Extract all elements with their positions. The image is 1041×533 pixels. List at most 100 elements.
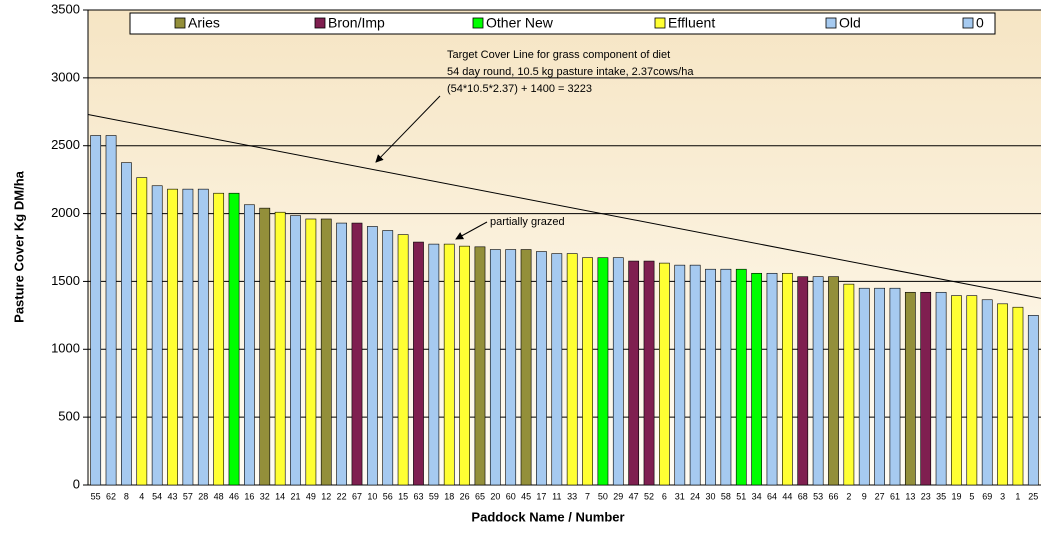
x-tick-label: 16 [244, 491, 254, 501]
bar [228, 192, 240, 486]
x-tick-label: 26 [460, 491, 470, 501]
bar [443, 243, 455, 486]
bar [981, 299, 993, 486]
x-tick-label: 20 [490, 491, 500, 501]
x-tick-label: 63 [413, 491, 423, 501]
x-tick-label: 56 [383, 491, 393, 501]
bar [474, 246, 486, 486]
x-tick-label: 47 [629, 491, 639, 501]
x-tick-label: 53 [813, 491, 823, 501]
x-axis-title: Paddock Name / Number [471, 509, 624, 524]
y-tick-label: 2000 [51, 205, 80, 220]
bar [105, 135, 117, 486]
bar [904, 291, 916, 486]
bar [828, 276, 839, 486]
bar [659, 262, 670, 486]
target-line [87, 114, 1041, 299]
x-tick-label: 55 [91, 491, 101, 501]
x-tick-label: 43 [168, 491, 178, 501]
x-tick-label: 19 [951, 491, 961, 501]
bar [735, 268, 747, 486]
bar [274, 211, 286, 486]
legend-swatch [472, 17, 484, 29]
x-tick-label: 18 [444, 491, 454, 501]
annotation: partially grazed [490, 216, 565, 228]
x-tick-label: 5 [969, 491, 974, 501]
bar [689, 264, 701, 486]
bar [536, 251, 547, 486]
x-tick-label: 1 [1015, 491, 1020, 501]
x-tick-label: 32 [260, 491, 270, 501]
y-tick-label: 2500 [51, 137, 80, 152]
x-tick-label: 9 [862, 491, 867, 501]
bar [1012, 306, 1024, 486]
x-tick-label: 59 [429, 491, 439, 501]
x-tick-label: 54 [152, 491, 162, 501]
legend-swatch [962, 17, 974, 29]
bar [951, 295, 962, 486]
bar [244, 204, 255, 486]
x-tick-label: 29 [613, 491, 623, 501]
x-tick-label: 52 [644, 491, 654, 501]
bar [612, 257, 624, 486]
bar [505, 249, 517, 486]
x-tick-label: 65 [475, 491, 485, 501]
legend-label: Aries [188, 15, 220, 31]
bar [397, 234, 409, 486]
bar [520, 249, 532, 486]
legend-label: Effluent [668, 15, 715, 31]
x-tick-label: 10 [367, 491, 377, 501]
x-tick-label: 68 [798, 491, 808, 501]
x-tick-label: 28 [198, 491, 208, 501]
bar [290, 215, 301, 486]
bar [843, 283, 855, 486]
bar [136, 177, 148, 486]
x-tick-label: 7 [585, 491, 590, 501]
bar [643, 260, 655, 486]
bar [1027, 315, 1039, 486]
bar [320, 218, 332, 486]
x-tick-label: 58 [721, 491, 731, 501]
x-tick-label: 27 [875, 491, 885, 501]
x-tick-label: 45 [521, 491, 531, 501]
y-axis-title: Pasture Cover Kg DM/ha [11, 170, 26, 322]
x-tick-label: 49 [306, 491, 316, 501]
bar [489, 249, 501, 486]
y-tick-label: 0 [73, 476, 80, 491]
bar [920, 291, 932, 486]
bar [305, 218, 317, 486]
x-tick-label: 22 [337, 491, 347, 501]
x-tick-label: 23 [921, 491, 931, 501]
x-tick-label: 66 [828, 491, 838, 501]
bar [797, 276, 809, 486]
bar [628, 260, 640, 486]
bar [889, 287, 901, 486]
bar [858, 287, 870, 486]
bar [720, 268, 732, 486]
x-tick-label: 25 [1028, 491, 1038, 501]
bar [997, 303, 1008, 486]
bar [121, 162, 132, 486]
x-tick-label: 4 [139, 491, 144, 501]
legend-label: Old [839, 15, 861, 31]
x-tick-label: 12 [321, 491, 331, 501]
x-tick-label: 50 [598, 491, 608, 501]
bar [197, 188, 209, 486]
legend-label: Bron/Imp [328, 15, 385, 31]
x-tick-label: 6 [662, 491, 667, 501]
y-tick-label: 1500 [51, 273, 80, 288]
bar [874, 287, 885, 486]
annotation: 54 day round, 10.5 kg pasture intake, 2.… [447, 66, 694, 78]
x-tick-label: 2 [846, 491, 851, 501]
bar [782, 272, 793, 486]
bar [674, 264, 686, 486]
x-tick-label: 62 [106, 491, 116, 501]
bar [351, 222, 363, 486]
x-tick-label: 14 [275, 491, 285, 501]
x-tick-label: 3 [1000, 491, 1005, 501]
x-tick-label: 8 [124, 491, 129, 501]
x-tick-label: 35 [936, 491, 946, 501]
x-tick-label: 13 [905, 491, 915, 501]
bar [566, 253, 578, 486]
bar [966, 295, 978, 486]
